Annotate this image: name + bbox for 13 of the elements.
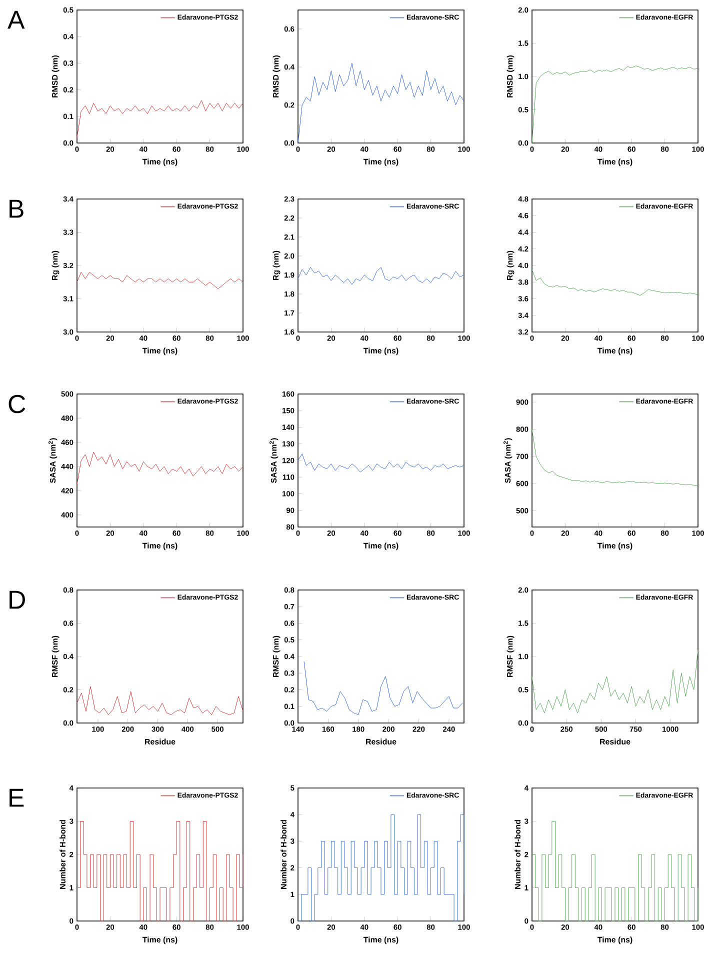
text: E: [10, 788, 24, 807]
line-series: [76, 686, 244, 715]
line-series: [76, 272, 244, 290]
line-series: [76, 100, 244, 138]
line-series: [532, 650, 698, 714]
text: C: [8, 394, 26, 414]
line-series: [76, 452, 244, 485]
text: D: [10, 590, 25, 609]
line-series: [532, 269, 698, 296]
text: B: [10, 200, 24, 218]
line-series: [298, 267, 464, 285]
text: A: [8, 10, 25, 29]
line-series: [298, 454, 464, 472]
